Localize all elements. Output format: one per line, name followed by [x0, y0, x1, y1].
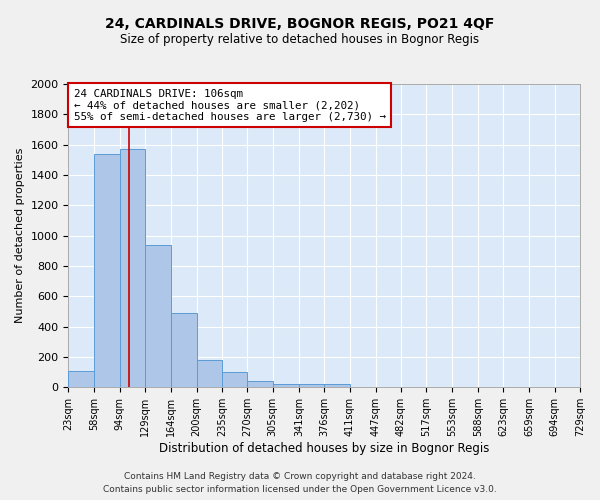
Bar: [197, 360, 222, 388]
Bar: [120, 149, 145, 388]
Text: Contains HM Land Registry data © Crown copyright and database right 2024.: Contains HM Land Registry data © Crown c…: [124, 472, 476, 481]
X-axis label: Distribution of detached houses by size in Bognor Regis: Distribution of detached houses by size …: [159, 442, 490, 455]
Text: 24 CARDINALS DRIVE: 106sqm
← 44% of detached houses are smaller (2,202)
55% of s: 24 CARDINALS DRIVE: 106sqm ← 44% of deta…: [74, 88, 386, 122]
Y-axis label: Number of detached properties: Number of detached properties: [15, 148, 25, 324]
Bar: [222, 372, 247, 388]
Bar: [299, 384, 324, 388]
Bar: [273, 384, 299, 388]
Text: Contains public sector information licensed under the Open Government Licence v3: Contains public sector information licen…: [103, 485, 497, 494]
Bar: [94, 154, 120, 388]
Bar: [68, 370, 94, 388]
Text: 24, CARDINALS DRIVE, BOGNOR REGIS, PO21 4QF: 24, CARDINALS DRIVE, BOGNOR REGIS, PO21 …: [106, 18, 494, 32]
Bar: [247, 382, 273, 388]
Bar: [324, 384, 350, 388]
Text: Size of property relative to detached houses in Bognor Regis: Size of property relative to detached ho…: [121, 32, 479, 46]
Bar: [170, 313, 197, 388]
Bar: [145, 245, 170, 388]
